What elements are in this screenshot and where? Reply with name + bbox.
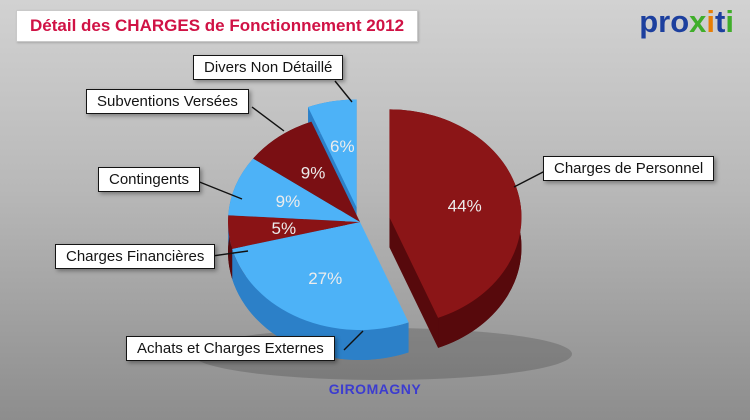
city-label: GIROMAGNY: [328, 381, 422, 397]
pie-percent-label: 6%: [330, 137, 355, 156]
logo-letter: i: [706, 4, 716, 39]
logo-letter: o: [670, 4, 690, 39]
callout-label-achats: Achats et Charges Externes: [126, 336, 335, 361]
pie-slice-rim: [228, 215, 233, 279]
page-title: Détail des CHARGES de Fonctionnement 201…: [16, 10, 419, 42]
logo-text[interactable]: proxiti: [639, 4, 734, 40]
logo-letter: t: [715, 4, 726, 39]
pie-slice-3: [228, 158, 360, 222]
callout-line-contingents: [196, 180, 243, 200]
pie-slice-4: [253, 121, 360, 222]
logo-letter: x: [689, 4, 707, 39]
pie-slice-1: [232, 222, 409, 330]
callout-label-divers: Divers Non Détaillé: [193, 55, 344, 80]
callout-label-personnel: Charges de Personnel: [543, 156, 715, 181]
pie-slice-2: [228, 215, 360, 249]
pie-percent-label: 9%: [276, 192, 301, 211]
pie-slice-rim: [232, 248, 409, 360]
pie-slice-5: [308, 99, 357, 208]
callout-line-achats: [343, 330, 364, 351]
pie-percent-label: 9%: [301, 164, 326, 183]
callout-line-subventions: [251, 106, 285, 132]
logo-letter: i: [725, 4, 734, 39]
pie-slice-0: [389, 109, 522, 318]
callout-line-personnel: [513, 170, 546, 188]
pie-percent-label: 44%: [448, 197, 482, 216]
logo-letter: p: [639, 4, 659, 39]
pie-percent-label: 27%: [308, 269, 342, 288]
callout-label-financieres: Charges Financières: [55, 244, 216, 269]
callout-label-contingents: Contingents: [98, 167, 201, 192]
pie-percent-label: 5%: [271, 219, 296, 238]
pie-slices-group: 44%27%5%9%9%6%: [192, 99, 572, 380]
logo-letter: r: [658, 4, 671, 39]
callout-label-subventions: Subventions Versées: [86, 89, 249, 114]
callout-line-divers: [334, 80, 353, 103]
